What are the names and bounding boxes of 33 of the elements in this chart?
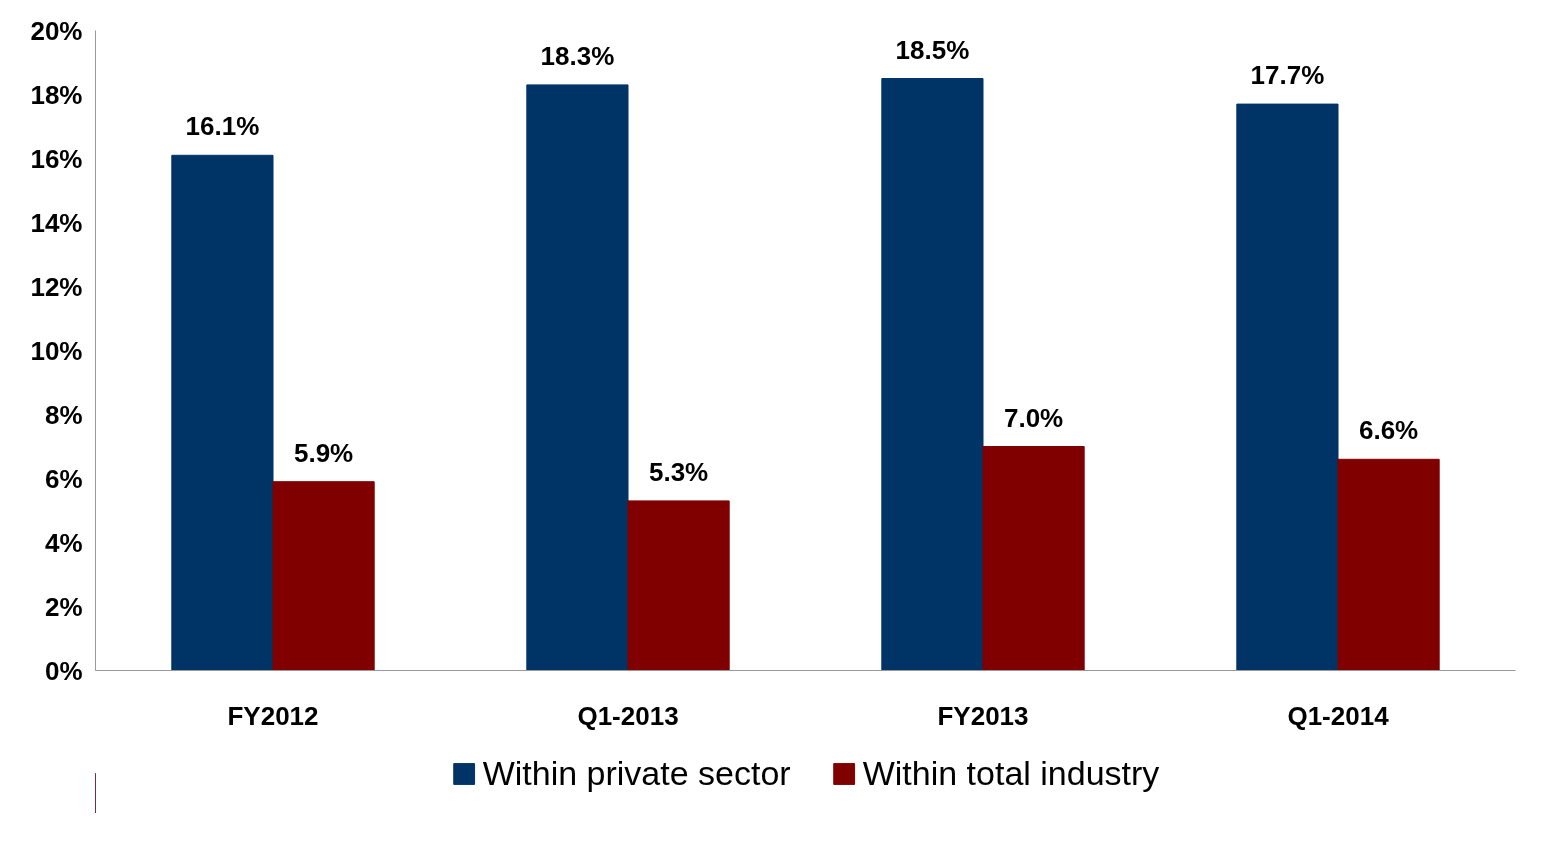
x-tick-label: FY2013 [937, 700, 1029, 731]
bar [171, 154, 274, 671]
y-tick-label: 20% [30, 15, 83, 46]
y-tick-label: 16% [30, 143, 83, 174]
legend-label: Within private sector [482, 753, 791, 793]
bar [1236, 103, 1339, 671]
bar [526, 84, 629, 671]
y-tick-label: 0% [44, 655, 83, 686]
bar [272, 481, 375, 671]
y-tick-label: 18% [30, 79, 83, 110]
data-label: 5.3% [648, 456, 709, 487]
data-label: 16.1% [185, 111, 260, 142]
data-label: 18.3% [540, 40, 615, 71]
y-tick-label: 12% [30, 271, 83, 302]
x-tick-label: FY2012 [227, 700, 319, 731]
bar [627, 500, 730, 671]
data-label: 7.0% [1003, 402, 1064, 433]
legend-label: Within total industry [862, 753, 1160, 793]
data-label: 17.7% [1250, 60, 1325, 91]
data-label: 18.5% [895, 34, 970, 65]
y-tick-label: 8% [44, 399, 83, 430]
y-tick-label: 2% [44, 591, 83, 622]
data-label: 6.6% [1358, 415, 1419, 446]
x-tick-label: Q1-2013 [577, 700, 679, 731]
y-tick-label: 10% [30, 335, 83, 366]
bar [1337, 458, 1440, 671]
bar [881, 78, 984, 671]
data-label: 5.9% [293, 437, 354, 468]
x-tick-label: Q1-2014 [1287, 700, 1390, 731]
y-tick-label: 14% [30, 207, 83, 238]
bar [982, 446, 1085, 671]
y-tick-label: 6% [44, 463, 83, 494]
y-tick-label: 4% [44, 527, 83, 558]
